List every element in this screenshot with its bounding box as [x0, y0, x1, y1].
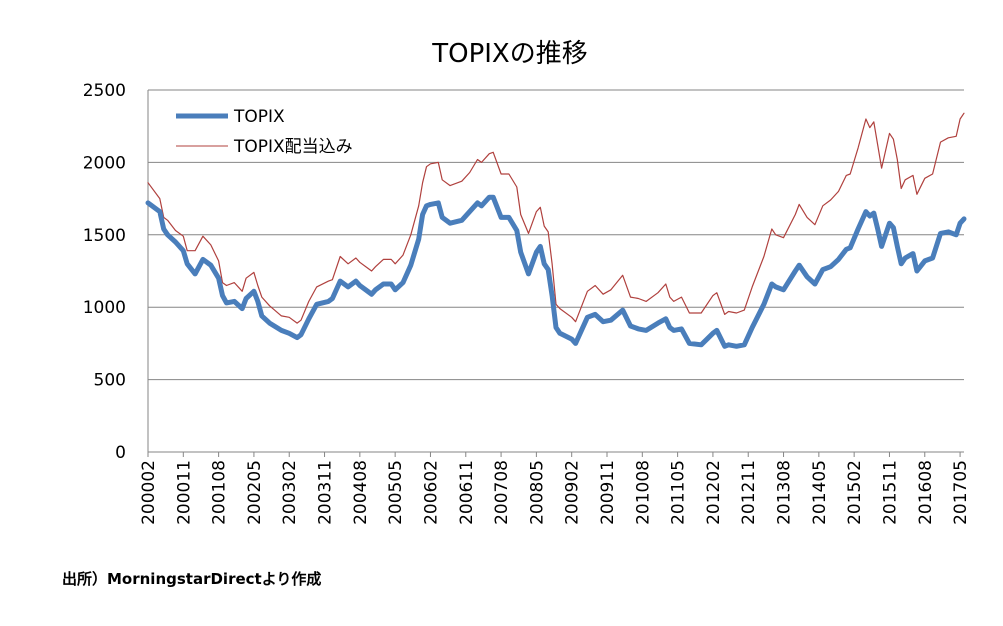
legend-label-topix: TOPIX	[233, 107, 285, 127]
x-tick-label: 200602	[421, 460, 441, 525]
x-tick-label: 200311	[316, 460, 336, 525]
x-tick-label: 201105	[669, 460, 689, 525]
series-lines	[145, 112, 967, 349]
x-tick-label: 201511	[880, 460, 900, 525]
x-tick-label: 201608	[916, 460, 936, 525]
x-tick-label: 200108	[210, 460, 230, 525]
x-tick-label: 200611	[457, 460, 477, 525]
series-line-topix-div	[147, 112, 965, 324]
x-tick-label: 200708	[492, 460, 512, 525]
gridlines	[147, 89, 964, 457]
x-tick-label: 201405	[810, 460, 830, 525]
y-tick-label: 500	[94, 371, 126, 391]
x-tick-label: 201502	[845, 460, 865, 525]
x-tick-label: 200002	[139, 460, 159, 525]
x-tick-label: 200505	[386, 460, 406, 525]
chart-title: TOPIXの推移	[431, 39, 588, 69]
y-tick-label: 1000	[83, 298, 126, 318]
y-axis-ticks: 0 500 1000 1500 2000 2500	[83, 81, 126, 463]
y-tick-label: 2500	[83, 81, 126, 101]
source-note: 出所）MorningstarDirectより作成	[62, 570, 322, 588]
series-line-topix	[145, 194, 967, 349]
x-tick-label: 201211	[739, 460, 759, 525]
x-tick-label: 200408	[351, 460, 371, 525]
legend: TOPIX TOPIX配当込み	[176, 107, 353, 157]
x-tick-label: 201308	[775, 460, 795, 525]
x-tick-label: 200805	[527, 460, 547, 525]
x-tick-label: 200011	[174, 460, 194, 525]
x-tick-label: 200205	[245, 460, 265, 525]
x-tick-label: 200302	[280, 460, 300, 525]
y-tick-label: 1500	[83, 226, 126, 246]
x-axis-ticks: 200002 200011 200108 200205 200302 200311 2004…	[139, 460, 971, 525]
x-tick-label: 201008	[633, 460, 653, 525]
legend-label-topix-div: TOPIX配当込み	[233, 137, 353, 157]
y-tick-label: 2000	[83, 153, 126, 173]
x-tick-label: 200911	[598, 460, 618, 525]
x-tick-label: 201202	[704, 460, 724, 525]
x-tick-label: 201705	[951, 460, 971, 525]
y-tick-label: 0	[115, 443, 126, 463]
x-tick-label: 200902	[563, 460, 583, 525]
